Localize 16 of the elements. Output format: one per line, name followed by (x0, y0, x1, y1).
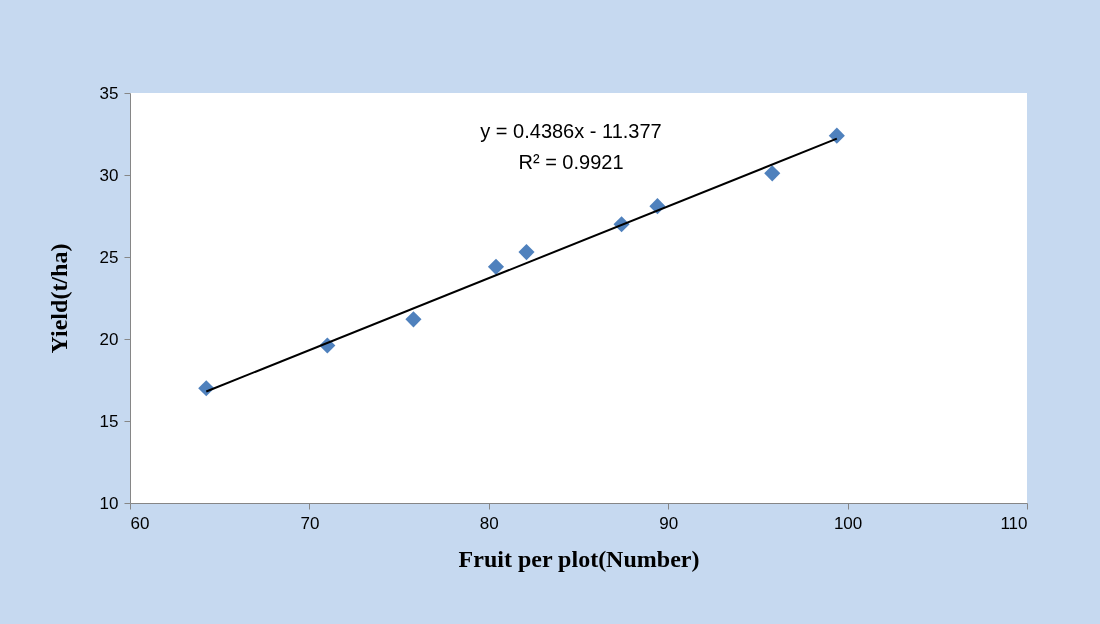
x-tick-label: 90 (659, 513, 679, 533)
x-tick-label: 80 (479, 513, 499, 533)
y-tick-label: 15 (99, 411, 119, 431)
y-tick-label: 30 (99, 165, 119, 185)
annotation: y = 0.4386x - 11.377 (480, 120, 662, 142)
x-tick-label: 60 (130, 513, 150, 533)
y-tick-label: 25 (99, 247, 119, 267)
x-tick-label: 100 (833, 513, 863, 533)
y-axis-title: Yield(t/ha) (45, 243, 72, 354)
y-tick-label: 10 (99, 493, 119, 513)
x-tick-label: 110 (1000, 513, 1028, 533)
x-axis-title: Fruit per plot(Number) (458, 545, 700, 572)
y-tick-label: 35 (99, 83, 119, 103)
y-tick-label: 20 (99, 329, 119, 349)
annotation: R² = 0.9921 (518, 151, 624, 173)
x-tick-label: 70 (300, 513, 320, 533)
